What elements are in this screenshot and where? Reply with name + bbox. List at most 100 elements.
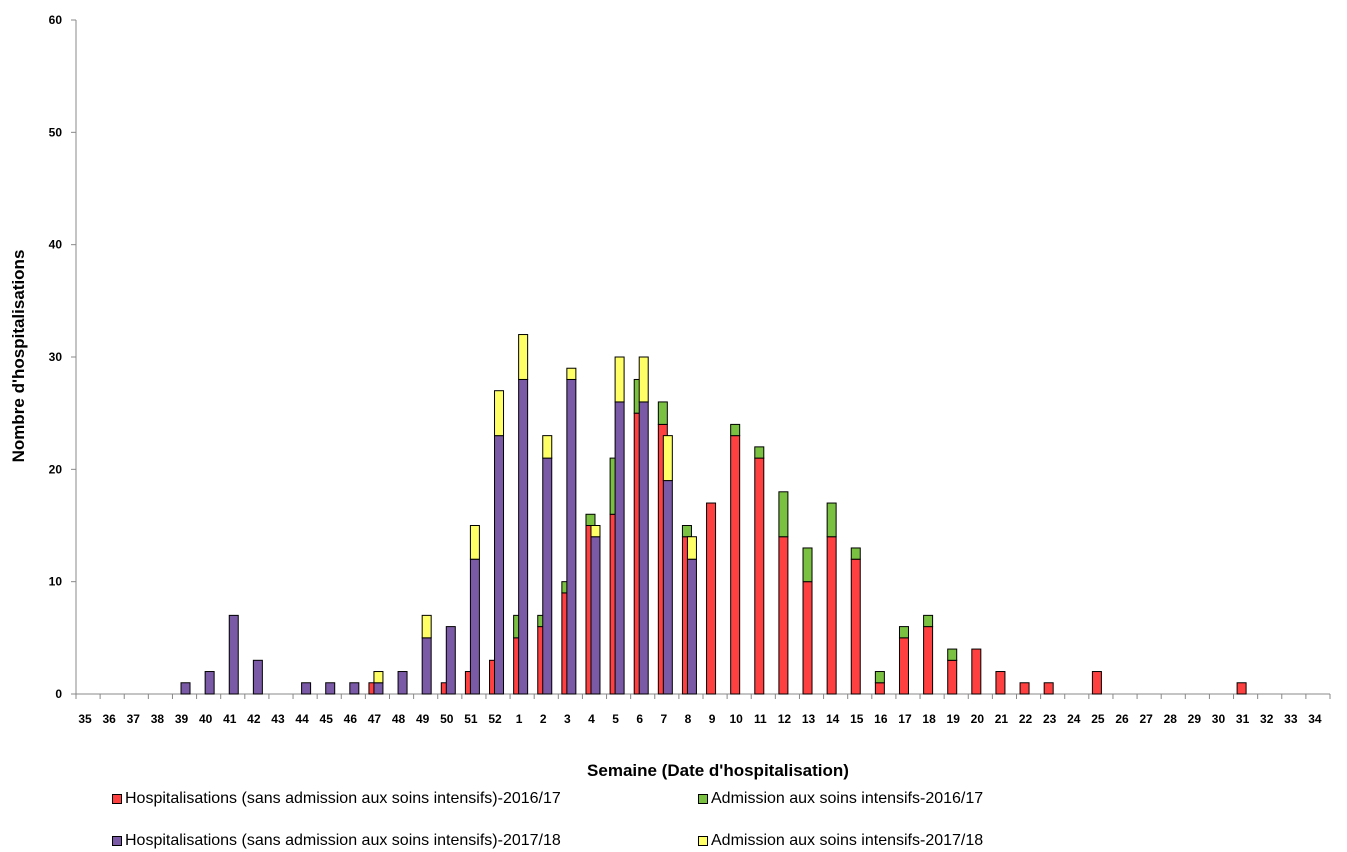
y-axis: 0 10 20 30 40 50 60 bbox=[49, 13, 77, 701]
x-tick-label: 32 bbox=[1260, 712, 1274, 726]
x-tick-label: 35 bbox=[78, 712, 92, 726]
bar-segment bbox=[874, 682, 885, 695]
x-tick-label: 49 bbox=[416, 712, 430, 726]
bar-segment bbox=[730, 435, 741, 695]
bar-segment bbox=[566, 367, 577, 380]
bar-segment bbox=[542, 435, 553, 459]
bar-segment bbox=[518, 378, 529, 695]
bar-segment bbox=[421, 637, 432, 695]
x-tick-label: 2 bbox=[540, 712, 547, 726]
x-tick-label: 43 bbox=[271, 712, 285, 726]
x-tick-label: 42 bbox=[247, 712, 261, 726]
legend-swatch bbox=[112, 794, 122, 804]
x-tick-label: 40 bbox=[199, 712, 213, 726]
bar-segment bbox=[686, 558, 697, 695]
bar-segment bbox=[445, 626, 456, 695]
x-tick-label: 29 bbox=[1188, 712, 1202, 726]
y-tick-label: 60 bbox=[49, 13, 63, 27]
bar-segment bbox=[730, 423, 741, 437]
x-tick-label: 5 bbox=[612, 712, 619, 726]
bar-segment bbox=[662, 435, 673, 482]
legend-swatch bbox=[698, 836, 708, 846]
bar-segment bbox=[301, 682, 312, 695]
bar-segment bbox=[778, 491, 789, 538]
x-tick-label: 15 bbox=[850, 712, 864, 726]
y-tick-label: 0 bbox=[55, 687, 62, 701]
x-tick-label: 51 bbox=[464, 712, 478, 726]
legend-item: Admission aux soins intensifs-2016/17 bbox=[698, 790, 983, 808]
bar-segment bbox=[995, 671, 1006, 695]
x-tick-label: 31 bbox=[1236, 712, 1250, 726]
x-tick-label: 50 bbox=[440, 712, 454, 726]
bar-segment bbox=[204, 671, 215, 695]
legend-swatch bbox=[112, 836, 122, 846]
legend-label: Hospitalisations (sans admission aux soi… bbox=[125, 832, 561, 849]
x-tick-label: 23 bbox=[1043, 712, 1057, 726]
bar-segment bbox=[971, 648, 982, 695]
bar-segment bbox=[947, 659, 958, 695]
bar-segment bbox=[850, 547, 861, 560]
x-tick-label: 47 bbox=[368, 712, 382, 726]
bar-segment bbox=[397, 671, 408, 695]
bar-segment bbox=[180, 682, 191, 695]
bar-segment bbox=[826, 502, 837, 538]
bar-segment bbox=[638, 401, 649, 695]
bar-segment bbox=[518, 334, 529, 380]
bars bbox=[180, 334, 1247, 695]
x-tick-label: 25 bbox=[1091, 712, 1105, 726]
bar-segment bbox=[850, 558, 861, 695]
x-tick-label: 20 bbox=[971, 712, 985, 726]
x-tick-label: 14 bbox=[826, 712, 840, 726]
x-tick-label: 7 bbox=[660, 712, 667, 726]
bar-segment bbox=[874, 671, 885, 684]
bar-segment bbox=[373, 682, 384, 695]
x-tick-label: 9 bbox=[709, 712, 716, 726]
bar-segment bbox=[706, 502, 717, 695]
bar-segment bbox=[469, 558, 480, 695]
x-tick-label: 38 bbox=[151, 712, 165, 726]
bar-segment bbox=[778, 536, 789, 695]
x-tick-label: 34 bbox=[1308, 712, 1322, 726]
bar-segment bbox=[686, 536, 697, 560]
bar-segment bbox=[494, 390, 505, 437]
bar-segment bbox=[657, 401, 668, 425]
bar-segment bbox=[638, 356, 649, 403]
x-tick-label: 18 bbox=[922, 712, 936, 726]
x-tick-label: 28 bbox=[1164, 712, 1178, 726]
x-tick-label: 37 bbox=[127, 712, 141, 726]
bar-segment bbox=[681, 525, 692, 538]
bar-segment bbox=[614, 356, 625, 403]
bar-segment bbox=[228, 614, 239, 695]
x-axis-title: Semaine (Date d'hospitalisation) bbox=[587, 761, 849, 780]
legend-label: Admission aux soins intensifs-2016/17 bbox=[711, 790, 984, 807]
x-tick-label: 45 bbox=[320, 712, 334, 726]
x-tick-label: 21 bbox=[995, 712, 1009, 726]
bar-segment bbox=[421, 614, 432, 639]
bar-segment bbox=[898, 626, 909, 639]
x-tick-label: 41 bbox=[223, 712, 237, 726]
y-tick-label: 30 bbox=[49, 350, 63, 364]
y-tick-label: 10 bbox=[49, 575, 63, 589]
bar-segment bbox=[947, 648, 958, 661]
bar-segment bbox=[590, 536, 601, 695]
x-tick-label: 3 bbox=[564, 712, 571, 726]
bar-segment bbox=[826, 536, 837, 695]
legend-label: Admission aux soins intensifs-2017/18 bbox=[711, 832, 984, 849]
bar-segment bbox=[590, 525, 601, 538]
y-tick-label: 40 bbox=[49, 238, 63, 252]
x-tick-label: 19 bbox=[947, 712, 961, 726]
bar-segment bbox=[494, 435, 505, 695]
bar-segment bbox=[614, 401, 625, 695]
x-tick-label: 26 bbox=[1115, 712, 1129, 726]
x-tick-label: 13 bbox=[802, 712, 816, 726]
x-axis: 35 36 37 38 39 40 41 42 43 44 45 46 47 48 49 50 51 52 1 2 3 4… bbox=[75, 693, 1331, 726]
bar-segment bbox=[754, 446, 765, 459]
y-tick-label: 20 bbox=[49, 462, 63, 476]
x-tick-label: 33 bbox=[1284, 712, 1298, 726]
bar-segment bbox=[898, 637, 909, 695]
bar-segment bbox=[1236, 682, 1247, 695]
bar-segment bbox=[349, 682, 360, 695]
x-tick-label: 22 bbox=[1019, 712, 1033, 726]
x-tick-label: 46 bbox=[344, 712, 358, 726]
